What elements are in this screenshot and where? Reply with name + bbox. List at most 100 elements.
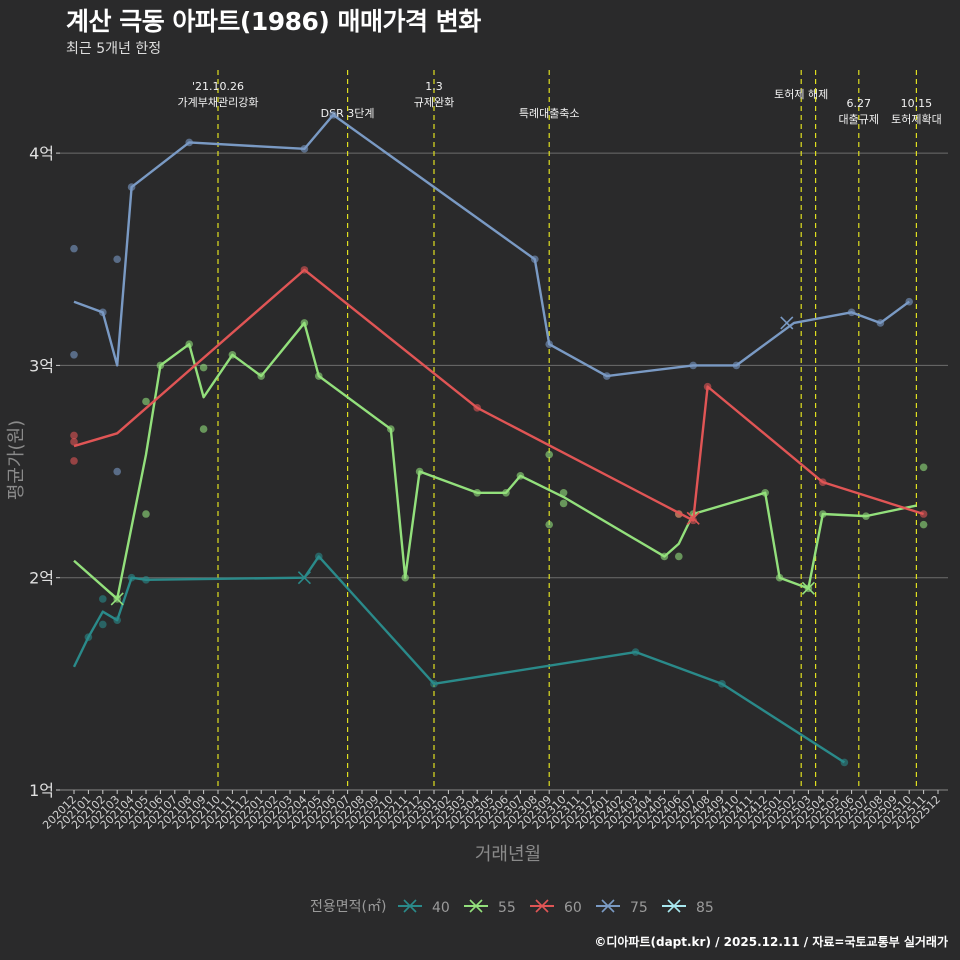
data-point-55 <box>919 463 928 472</box>
data-point-75 <box>113 467 121 476</box>
data-point-55 <box>559 488 568 497</box>
data-point-55 <box>473 488 482 497</box>
data-point-75 <box>329 111 338 119</box>
data-point-55 <box>142 397 150 406</box>
legend: 전용면적(㎡) 40 55 60 75 85 <box>310 899 714 916</box>
legend-label: 75 <box>630 900 648 916</box>
legend-label: 55 <box>498 900 516 916</box>
data-point-55 <box>675 552 683 561</box>
data-point-55 <box>415 467 424 476</box>
legend-cross-icon <box>469 899 483 913</box>
event-label: 6.27 <box>847 97 872 110</box>
y-tick-label: 4억 <box>29 144 54 163</box>
data-point-75 <box>531 255 539 264</box>
data-point-60 <box>300 266 309 274</box>
legend-label: 60 <box>564 900 582 916</box>
legend-cross-icon <box>535 899 549 913</box>
chart-title: 계산 극동 아파트(1986) 매매가격 변화 <box>66 7 481 36</box>
event-label: 토허제확대 <box>891 113 942 126</box>
series-55 <box>73 319 928 606</box>
data-point-55 <box>401 573 410 582</box>
data-point-40 <box>142 576 150 584</box>
data-point-55 <box>660 552 669 561</box>
data-point-40 <box>99 620 107 629</box>
data-point-55 <box>199 363 208 372</box>
event-label: 규제완화 <box>414 96 454 109</box>
data-point-60 <box>70 457 78 465</box>
legend-title: 전용면적(㎡) <box>310 899 386 915</box>
data-point-40 <box>113 616 121 624</box>
data-point-60 <box>703 382 712 391</box>
axes: 1억2억3억4억20201220210120210220210320210420… <box>29 144 948 832</box>
source-footer: ©디아파트(dapt.kr) / 2025.12.11 / 자료=국토교통부 실… <box>594 935 948 949</box>
cross-marker-75 <box>780 316 794 330</box>
data-point-55 <box>300 319 309 327</box>
data-point-55 <box>819 510 827 518</box>
data-point-75 <box>70 350 78 359</box>
data-point-75 <box>545 340 553 348</box>
event-label: 대출규제 <box>839 113 879 126</box>
data-point-75 <box>300 145 309 153</box>
event-label: 10.15 <box>901 97 933 110</box>
chart-subtitle: 최근 5개년 한정 <box>66 41 162 57</box>
legend-cross-icon <box>601 899 615 913</box>
data-point-40 <box>84 633 93 641</box>
legend-item-55: 55 <box>464 899 516 916</box>
series-40 <box>72 552 849 767</box>
data-point-75 <box>113 255 121 264</box>
cross-marker-60 <box>686 511 700 525</box>
data-point-40 <box>718 680 726 688</box>
data-point-40 <box>631 648 640 656</box>
legend-item-60: 60 <box>530 899 582 916</box>
data-point-55 <box>862 512 870 520</box>
data-point-55 <box>775 573 784 582</box>
y-tick-label: 2억 <box>29 569 54 588</box>
data-point-40 <box>99 595 107 603</box>
data-point-55 <box>545 520 553 529</box>
data-point-40 <box>127 573 136 582</box>
data-point-75 <box>99 308 107 317</box>
data-point-55 <box>185 340 193 348</box>
data-point-60 <box>675 510 683 518</box>
data-point-55 <box>228 350 237 359</box>
data-point-75 <box>847 308 856 317</box>
legend-item-75: 75 <box>596 899 648 916</box>
data-point-60 <box>819 478 827 486</box>
legend-cross-icon <box>403 899 417 913</box>
event-label: 가계부채관리강화 <box>178 96 259 109</box>
data-point-75 <box>689 361 697 370</box>
data-point-55 <box>257 372 266 380</box>
event-label: 특례대출축소 <box>519 107 580 120</box>
data-point-60 <box>919 510 928 518</box>
legend-cross-icon <box>667 899 681 913</box>
series-60 <box>70 266 928 525</box>
event-label: 1.3 <box>425 80 443 93</box>
data-point-55 <box>502 488 510 497</box>
data-point-55 <box>142 510 150 518</box>
data-point-60 <box>70 438 78 446</box>
data-point-40 <box>430 680 438 688</box>
data-point-55 <box>545 450 553 459</box>
data-point-55 <box>315 372 323 380</box>
event-label: '21.10.26 <box>192 80 244 93</box>
data-point-55 <box>199 425 208 433</box>
series-75 <box>70 111 913 476</box>
series-line-75 <box>73 113 910 378</box>
data-point-40 <box>840 758 849 767</box>
data-point-75 <box>70 244 78 253</box>
y-tick-label: 3억 <box>29 356 54 375</box>
data-point-55 <box>761 488 769 497</box>
cross-marker-55 <box>801 581 815 595</box>
legend-item-40: 40 <box>398 899 450 916</box>
legend-label: 85 <box>696 900 714 916</box>
data-point-75 <box>876 319 885 327</box>
data-point-75 <box>185 138 193 147</box>
data-point-75 <box>905 297 913 306</box>
legend-item-85: 85 <box>662 899 714 916</box>
data-point-75 <box>603 372 611 380</box>
data-point-60 <box>70 431 78 440</box>
data-point-75 <box>732 361 741 370</box>
data-point-75 <box>127 183 136 191</box>
data-point-55 <box>516 471 525 480</box>
